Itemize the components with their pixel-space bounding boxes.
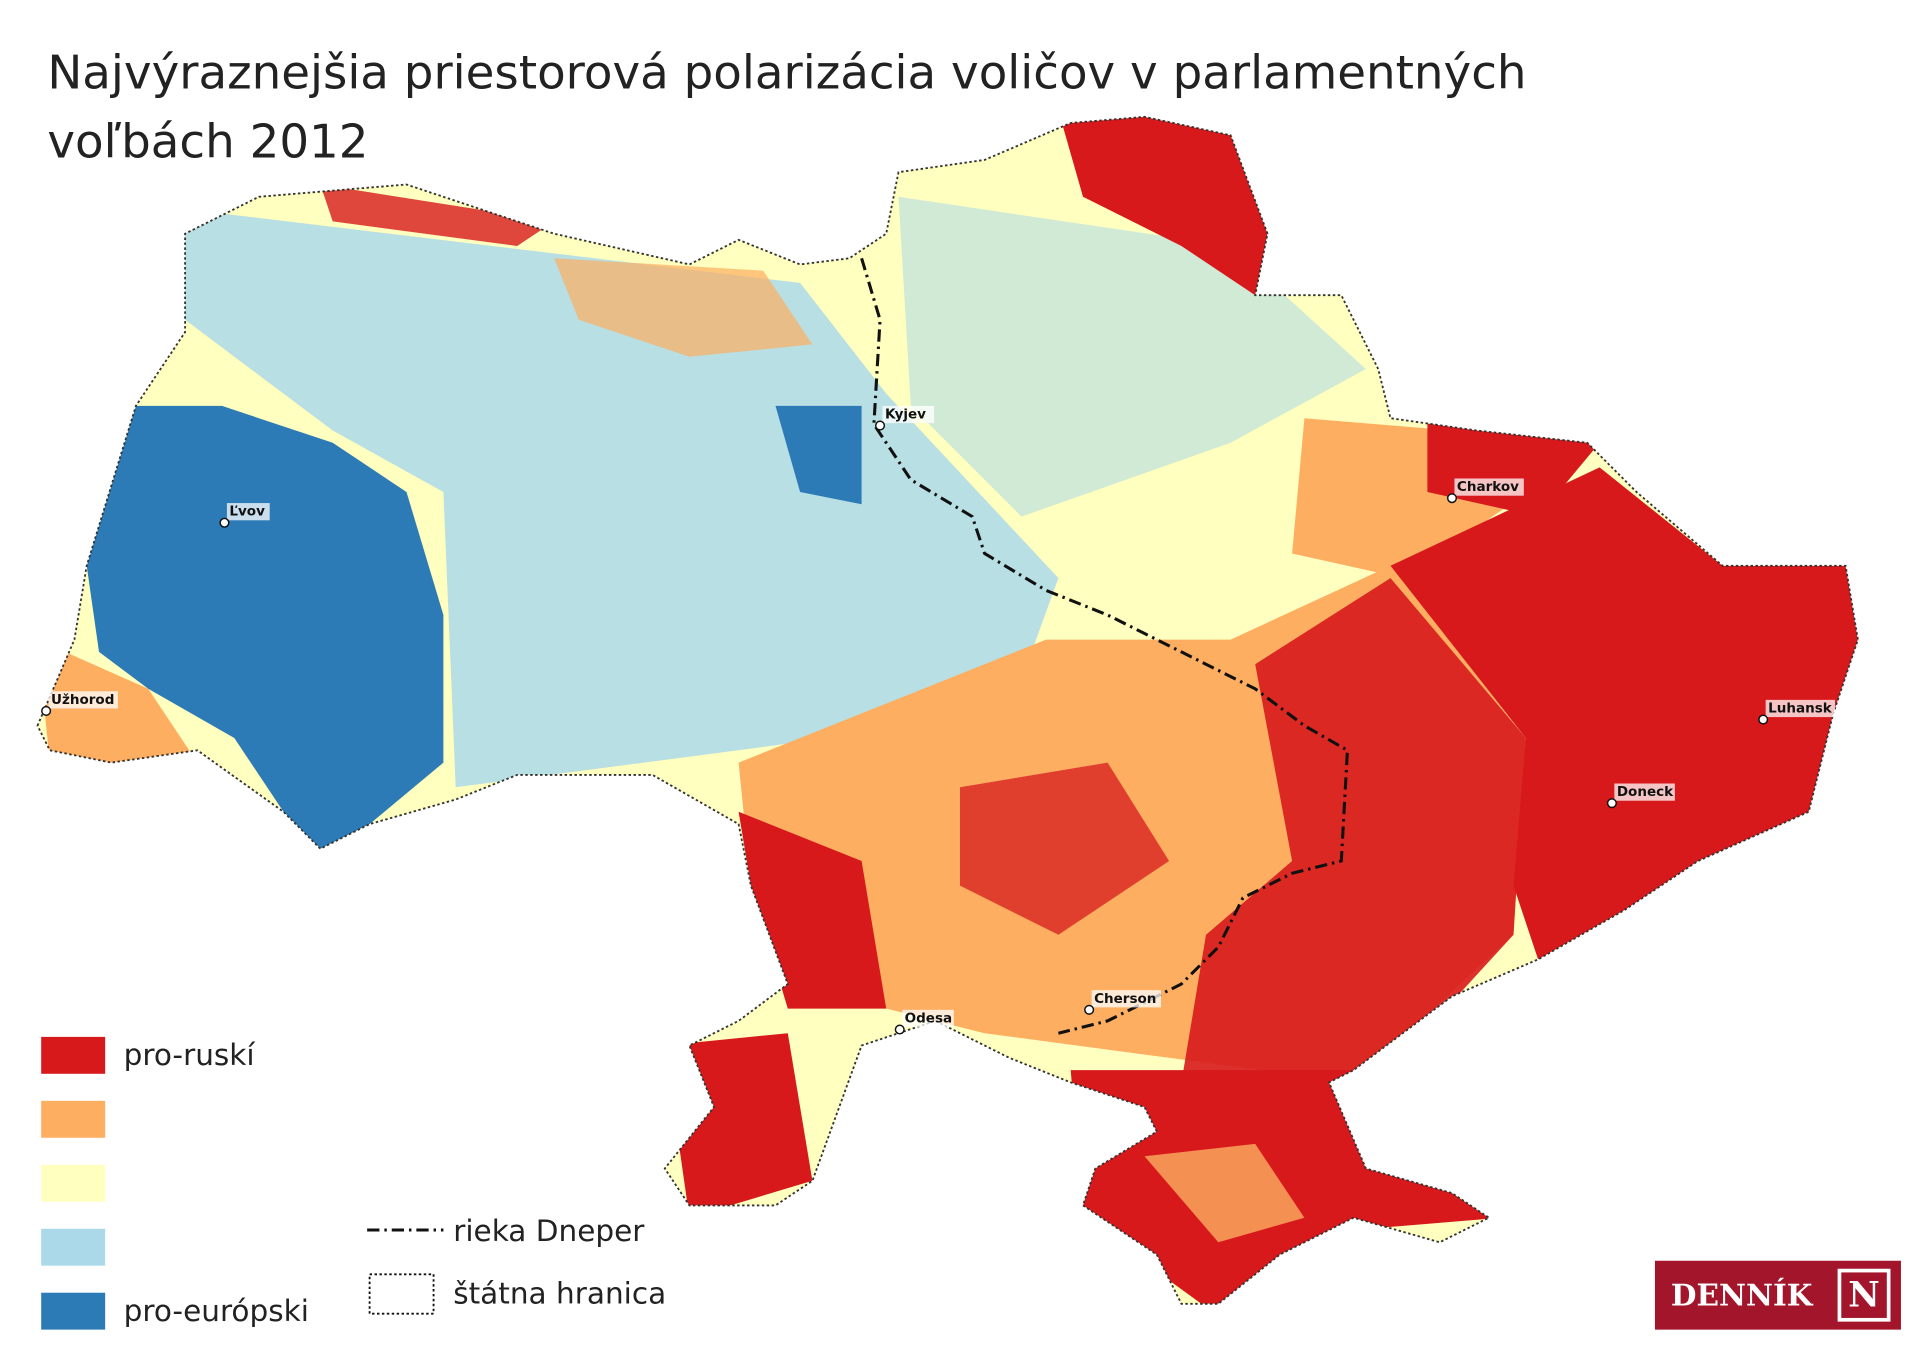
city-dot (219, 517, 230, 528)
brand-mark-box (1837, 1268, 1891, 1322)
city-label-bg (226, 503, 270, 521)
city-dot (1084, 1004, 1095, 1015)
city-label: Odesa (905, 1010, 952, 1026)
city-dot (41, 705, 52, 716)
region-red (960, 762, 1170, 935)
city-label: Užhorod (51, 692, 114, 708)
city-label: Charkov (1457, 479, 1519, 495)
region-orange (554, 258, 813, 357)
title-line: voľbách 2012 (47, 115, 368, 169)
vote-regions (37, 116, 1858, 1304)
legend-swatch (41, 1228, 106, 1266)
city-label-bg (48, 691, 118, 709)
legend-label: pro-európski (124, 1294, 309, 1328)
dnieper-river (860, 257, 1350, 1035)
brand-mark: N (1848, 1276, 1879, 1316)
city-dot (875, 420, 886, 431)
city-label: Luhansk (1768, 700, 1833, 716)
region-red (320, 184, 555, 246)
city-dot (1446, 493, 1458, 504)
legend-swatch (41, 1100, 106, 1138)
legend: pro-ruskí pro-európski (41, 1036, 309, 1330)
legend-label: pro-ruskí (124, 1038, 256, 1072)
city-label-bg (1765, 699, 1836, 718)
legend-border-box (368, 1273, 435, 1315)
city-label-bg (882, 405, 935, 424)
title: Najvýraznejšia priestorová polarizácia v… (47, 47, 1541, 170)
city-dot (894, 1024, 905, 1035)
city-label-bg (902, 1009, 954, 1028)
legend-label: štátna hranica (453, 1277, 666, 1311)
legend-lines: rieka Dneper štátna hranica (367, 1214, 666, 1315)
city-label-bg (1614, 783, 1675, 801)
city-label-bg (1091, 990, 1161, 1008)
region-red (1390, 467, 1858, 960)
region-light-blue (185, 209, 1059, 788)
region-orange (1144, 1143, 1305, 1243)
legend-swatch (41, 1292, 106, 1330)
region-blue (86, 405, 444, 849)
title-line: Najvýraznejšia priestorová polarizácia v… (47, 47, 1526, 101)
brand-logo: DENNÍK N (1654, 1260, 1901, 1330)
city-label: Ľvov (229, 504, 265, 520)
region-red (1058, 116, 1268, 296)
city-label: Kyjev (885, 407, 926, 423)
city-label: Cherson (1094, 991, 1156, 1007)
legend-swatch (41, 1164, 106, 1202)
region-red (1181, 578, 1526, 1083)
legend-label: rieka Dneper (453, 1214, 645, 1248)
region-blue (775, 405, 862, 505)
city-label-bg (1454, 478, 1524, 496)
brand-name: DENNÍK (1671, 1278, 1814, 1313)
legend-swatch (41, 1036, 106, 1074)
city-labels: Kyjev Ľvov Užhorod Charkov Luhansk Doneck Cher… (41, 405, 1836, 1035)
city-dot (1606, 798, 1617, 809)
city-label: Doneck (1617, 784, 1674, 800)
city-dot (1758, 714, 1769, 725)
